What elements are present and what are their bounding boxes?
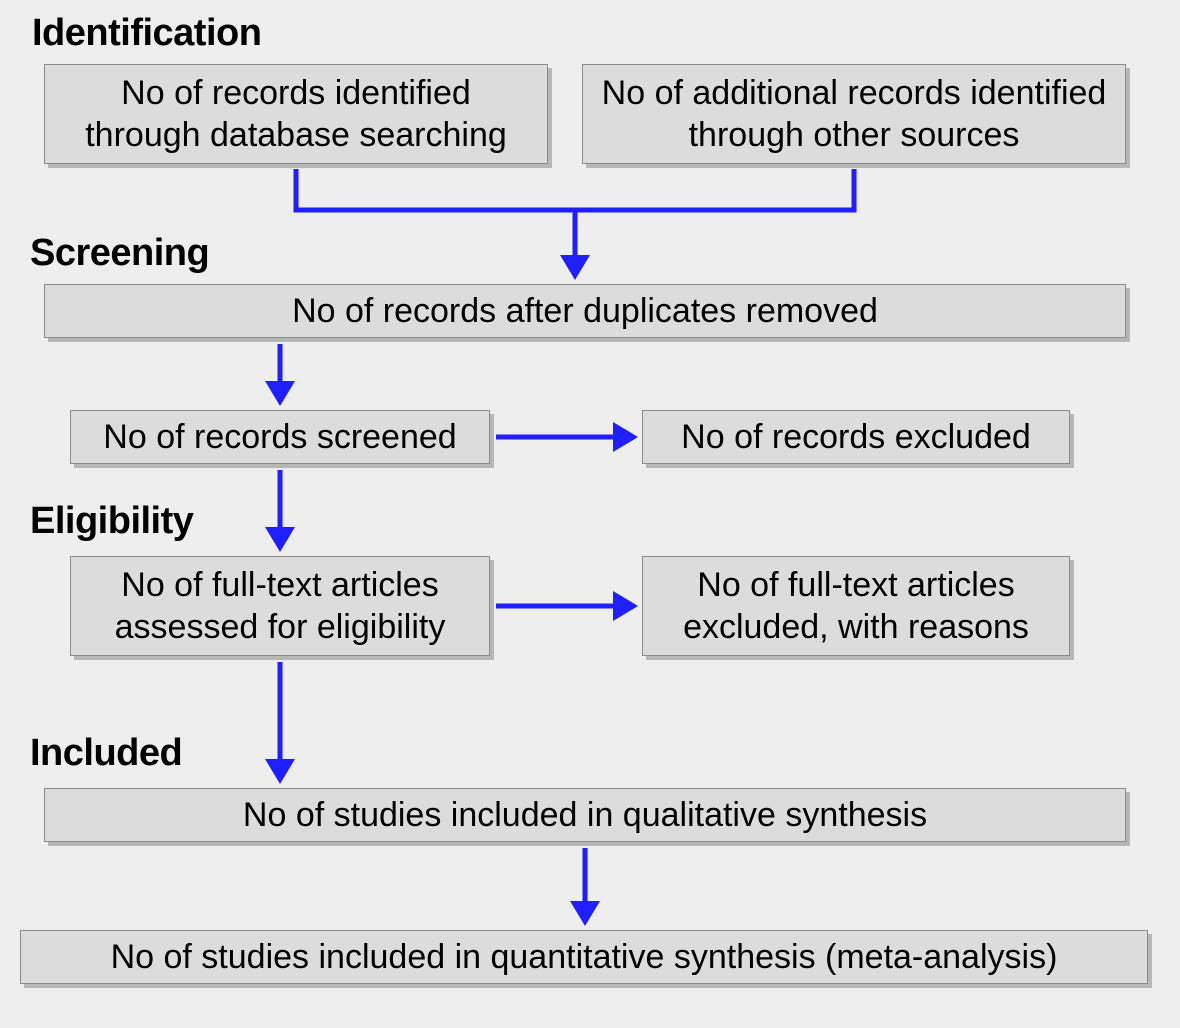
prisma-flowchart: Identification Screening Eligibility Inc…: [0, 0, 1180, 1028]
header-identification: Identification: [32, 12, 261, 55]
box-records-database: No of records identified through databas…: [44, 64, 548, 164]
box-records-other-sources: No of additional records identified thro…: [582, 64, 1126, 164]
header-eligibility: Eligibility: [30, 500, 193, 543]
box-quantitative-synthesis: No of studies included in quantitative s…: [20, 930, 1148, 984]
box-after-duplicates: No of records after duplicates removed: [44, 284, 1126, 338]
header-included: Included: [30, 732, 182, 775]
box-qualitative-synthesis: No of studies included in qualitative sy…: [44, 788, 1126, 842]
box-fulltext-assessed: No of full-text articles assessed for el…: [70, 556, 490, 656]
box-fulltext-excluded: No of full-text articles excluded, with …: [642, 556, 1070, 656]
box-records-excluded: No of records excluded: [642, 410, 1070, 464]
header-screening: Screening: [30, 232, 209, 275]
box-records-screened: No of records screened: [70, 410, 490, 464]
